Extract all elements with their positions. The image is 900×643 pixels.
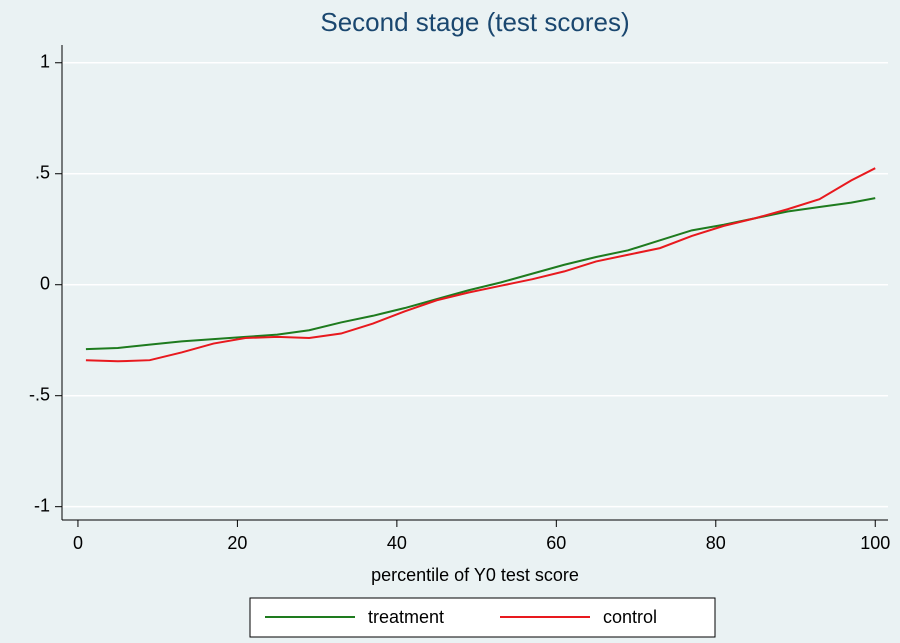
legend-label: treatment <box>368 607 444 627</box>
y-tick-label: 0 <box>40 273 50 293</box>
x-tick-label: 100 <box>860 533 890 553</box>
y-tick-label: 1 <box>40 52 50 72</box>
x-tick-label: 80 <box>706 533 726 553</box>
x-tick-label: 40 <box>387 533 407 553</box>
y-tick-label: -1 <box>34 495 50 515</box>
x-tick-label: 60 <box>546 533 566 553</box>
x-tick-label: 0 <box>73 533 83 553</box>
x-tick-label: 20 <box>227 533 247 553</box>
line-series <box>85 167 876 363</box>
x-axis-label: percentile of Y0 test score <box>371 565 579 585</box>
y-tick-label: .5 <box>35 162 50 182</box>
y-tick-label: -.5 <box>29 384 50 404</box>
legend-label: control <box>603 607 657 627</box>
chart-title: Second stage (test scores) <box>320 7 629 37</box>
